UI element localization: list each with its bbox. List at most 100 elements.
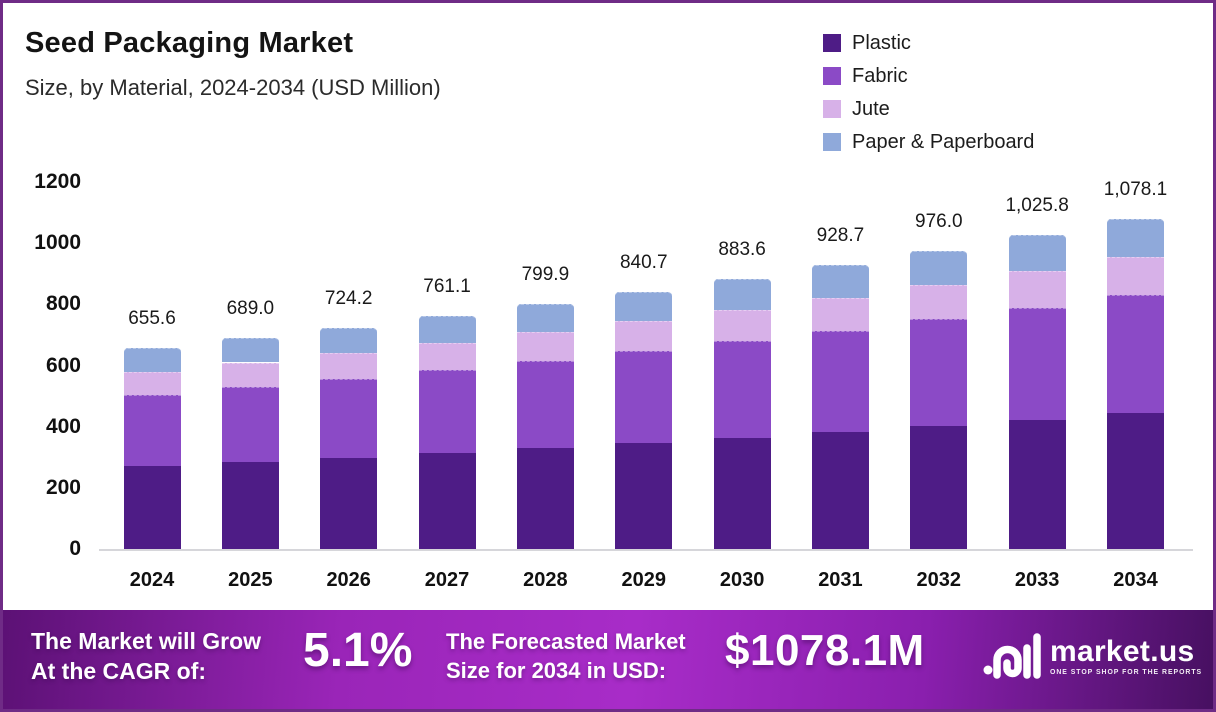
bar-segment-jute-2032 xyxy=(910,284,968,320)
bar-segment-jute-2026 xyxy=(320,352,378,379)
brand-text: market.us ONE STOP SHOP FOR THE REPORTS xyxy=(1050,634,1203,676)
bar-segment-paper-paperboard-2033 xyxy=(1008,235,1066,272)
bar-segment-jute-2030 xyxy=(713,309,771,342)
bar-segment-plastic-2027 xyxy=(418,453,476,549)
bar-segment-jute-2029 xyxy=(615,321,673,352)
bar-segment-paper-paperboard-2029 xyxy=(615,291,673,322)
bar-segment-plastic-2026 xyxy=(320,457,378,549)
bar-segment-paper-paperboard-2025 xyxy=(221,338,279,363)
x-axis-tick-2031: 2031 xyxy=(818,569,863,591)
bar-total-label-2033: 1,025.8 xyxy=(1005,195,1069,217)
bar-segment-paper-paperboard-2030 xyxy=(713,278,771,310)
bar-segment-jute-2025 xyxy=(221,362,279,387)
bar-segment-plastic-2029 xyxy=(615,443,673,549)
bar-segment-jute-2033 xyxy=(1008,271,1066,308)
bar-segment-fabric-2031 xyxy=(811,330,869,432)
x-axis-tick-2030: 2030 xyxy=(719,569,765,591)
forecast-value: $1078.1M xyxy=(725,626,925,675)
bar-segment-plastic-2030 xyxy=(713,437,771,549)
legend-label: Fabric xyxy=(852,64,908,87)
bar-segment-plastic-2033 xyxy=(1008,419,1066,549)
bar-segment-jute-2027 xyxy=(418,342,476,370)
legend: Plastic Fabric Jute Paper & Paperboard xyxy=(823,31,1035,165)
bar-total-label-2029: 840.7 xyxy=(619,251,668,273)
bar-total-label-2030: 883.6 xyxy=(718,238,766,260)
y-axis-tick-1000: 1000 xyxy=(34,231,81,255)
cagr-label-line2: At the CAGR of: xyxy=(31,658,207,684)
cagr-label-line1: The Market will Grow xyxy=(31,628,262,654)
bar-segment-plastic-2031 xyxy=(811,431,869,549)
bar-segment-plastic-2028 xyxy=(516,448,574,549)
legend-swatch-paper-icon xyxy=(823,133,841,151)
bar-segment-fabric-2032 xyxy=(910,319,968,427)
y-axis-tick-400: 400 xyxy=(45,414,81,438)
legend-label: Jute xyxy=(852,97,890,120)
x-axis-tick-2033: 2033 xyxy=(1014,569,1060,591)
brand-logo: market.us ONE STOP SHOP FOR THE REPORTS xyxy=(983,632,1202,680)
bar-segment-paper-paperboard-2032 xyxy=(910,250,968,285)
bar-segment-paper-paperboard-2024 xyxy=(123,348,181,372)
x-axis-tick-2026: 2026 xyxy=(326,569,371,591)
y-axis-tick-0: 0 xyxy=(69,537,81,560)
legend-item-fabric: Fabric xyxy=(823,64,1034,87)
chart-title: Seed Packaging Market xyxy=(25,27,354,59)
bar-segment-jute-2031 xyxy=(811,297,869,331)
bar-total-label-2024: 655.6 xyxy=(128,308,176,330)
legend-swatch-fabric-icon xyxy=(823,67,841,85)
cagr-value: 5.1% xyxy=(303,624,413,677)
brand-name: market.us xyxy=(1050,634,1195,668)
x-axis-tick-2028: 2028 xyxy=(523,569,568,591)
stacked-bar-chart: 0 200 400 600 800 1000 1200 655.6 2024 689.0 2025 7… xyxy=(3,3,1213,709)
legend-item-paper: Paper & Paperboard xyxy=(823,130,1035,153)
x-axis-tick-2025: 2025 xyxy=(228,569,273,591)
y-axis-tick-600: 600 xyxy=(45,353,81,377)
legend-swatch-jute-icon xyxy=(823,100,841,118)
legend-item-plastic: Plastic xyxy=(823,31,1034,54)
bar-segment-paper-paperboard-2026 xyxy=(320,327,378,353)
bar-total-label-2028: 799.9 xyxy=(521,264,570,286)
legend-label: Paper & Paperboard xyxy=(852,130,1035,153)
y-axis-tick-800: 800 xyxy=(45,292,81,316)
bar-segment-jute-2034 xyxy=(1107,257,1164,296)
bar-total-label-2031: 928.7 xyxy=(816,224,865,246)
x-axis-tick-2024: 2024 xyxy=(129,569,175,591)
bar-segment-fabric-2033 xyxy=(1008,307,1066,420)
bar-segment-fabric-2025 xyxy=(221,386,279,463)
bar-segment-fabric-2027 xyxy=(418,369,476,454)
bar-segment-fabric-2024 xyxy=(123,394,181,467)
bar-segment-fabric-2030 xyxy=(713,341,771,438)
bar-segment-paper-paperboard-2028 xyxy=(516,304,574,333)
bar-segment-fabric-2028 xyxy=(516,360,574,449)
bar-total-label-2034: 1,078.1 xyxy=(1103,179,1168,201)
x-axis-tick-2029: 2029 xyxy=(621,569,667,591)
bar-segment-plastic-2034 xyxy=(1107,413,1164,549)
bar-segment-plastic-2032 xyxy=(910,426,968,549)
legend-label: Plastic xyxy=(852,31,911,54)
y-axis-tick-200: 200 xyxy=(45,475,81,499)
bar-segment-jute-2024 xyxy=(123,371,181,395)
forecast-label-line1: The Forecasted Market xyxy=(446,629,686,654)
bar-segment-plastic-2024 xyxy=(123,466,181,549)
x-axis-tick-2034: 2034 xyxy=(1113,569,1158,591)
bar-segment-fabric-2026 xyxy=(320,378,378,458)
marketus-logo-icon xyxy=(983,633,1041,679)
bar-total-label-2032: 976.0 xyxy=(915,210,963,232)
bar-segment-paper-paperboard-2034 xyxy=(1107,219,1164,258)
bar-segment-fabric-2029 xyxy=(615,351,673,444)
brand-tagline: ONE STOP SHOP FOR THE REPORTS xyxy=(1050,668,1203,676)
bar-total-label-2027: 761.1 xyxy=(423,276,471,298)
bar-segment-fabric-2034 xyxy=(1107,295,1164,414)
x-axis-tick-2027: 2027 xyxy=(424,569,470,591)
forecast-label-line2: Size for 2034 in USD: xyxy=(446,658,667,683)
bar-segment-paper-paperboard-2031 xyxy=(811,264,869,298)
legend-swatch-plastic-icon xyxy=(823,34,841,52)
x-axis-tick-2032: 2032 xyxy=(916,569,962,591)
bar-segment-jute-2028 xyxy=(516,332,574,361)
bar-total-label-2025: 689.0 xyxy=(226,298,275,320)
y-axis-tick-1200: 1200 xyxy=(34,170,81,193)
bottom-banner: The Market will Grow At the CAGR of: 5.1… xyxy=(3,610,1213,709)
cagr-label: The Market will Grow At the CAGR of: xyxy=(31,626,261,686)
bar-segment-paper-paperboard-2027 xyxy=(418,316,476,343)
x-axis-line xyxy=(99,549,1193,551)
